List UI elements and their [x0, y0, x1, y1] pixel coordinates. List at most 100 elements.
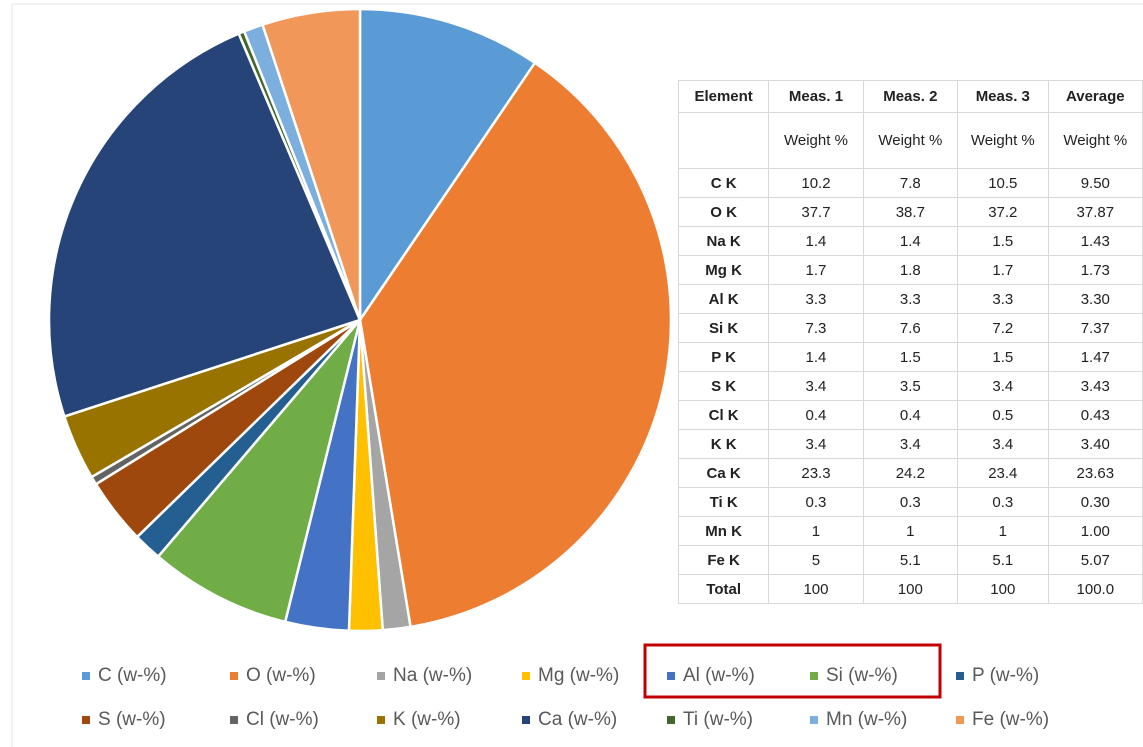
table-cell: 23.63 [1047, 458, 1143, 488]
table-cell: 5 [768, 545, 864, 575]
table-cell: 1 [957, 516, 1049, 546]
table-cell: 3.30 [1047, 284, 1143, 314]
table-cell: 100 [862, 574, 959, 604]
table-cell: 10.5 [957, 168, 1049, 198]
legend-label: Na (w-%) [393, 665, 472, 686]
table-cell: 7.2 [957, 313, 1049, 343]
table-cell: 1.5 [957, 342, 1049, 372]
table-cell: Total [678, 574, 770, 604]
legend-marker [377, 672, 385, 680]
legend-marker [810, 716, 818, 724]
table-cell: 5.1 [957, 545, 1049, 575]
legend-marker [82, 716, 90, 724]
table-row: C K 10.2 7.8 10.5 9.50 [678, 168, 1143, 198]
legend-marker [522, 672, 530, 680]
table-row: Cl K 0.4 0.4 0.5 0.43 [678, 400, 1143, 430]
table-cell: 0.3 [862, 487, 959, 517]
table-cell: 9.50 [1047, 168, 1143, 198]
table-cell: 1.73 [1047, 255, 1143, 285]
table-cell: Cl K [678, 400, 770, 430]
table-cell: 1.43 [1047, 226, 1143, 256]
table-cell: 0.3 [957, 487, 1049, 517]
table-cell: 1.7 [957, 255, 1049, 285]
table-row: Na K 1.4 1.4 1.5 1.43 [678, 226, 1143, 256]
table-row: Ti K 0.3 0.3 0.3 0.30 [678, 487, 1143, 517]
legend-marker [522, 716, 530, 724]
table-row: Ca K 23.3 24.2 23.4 23.63 [678, 458, 1143, 488]
legend-label: Si (w-%) [826, 665, 898, 686]
table-cell: 3.4 [957, 371, 1049, 401]
header-row: Element Meas. 1 Meas. 2 Meas. 3 Average [678, 80, 1143, 113]
table-cell: 1.47 [1047, 342, 1143, 372]
table-cell: Fe K [678, 545, 770, 575]
unit-cell: Weight % [862, 112, 959, 169]
table-cell: 3.4 [862, 429, 959, 459]
pie-slice [47, 31, 362, 419]
unit-cell: Weight % [1047, 112, 1143, 169]
table-row: O K 37.7 38.7 37.2 37.87 [678, 197, 1143, 227]
legend-marker [956, 716, 964, 724]
table-cell: 0.43 [1047, 400, 1143, 430]
legend-label: Mn (w-%) [826, 709, 907, 730]
table-row: Fe K 5 5.1 5.1 5.07 [678, 545, 1143, 575]
pie-slice [358, 7, 537, 325]
table-cell: 3.5 [862, 371, 959, 401]
table-cell: Mg K [678, 255, 770, 285]
header-cell: Meas. 2 [862, 80, 959, 113]
table-cell: 24.2 [862, 458, 959, 488]
legend-marker [956, 672, 964, 680]
table-cell: 38.7 [862, 197, 959, 227]
pie-slice [156, 319, 362, 624]
table-cell: 7.3 [768, 313, 864, 343]
table-cell: 37.2 [957, 197, 1049, 227]
table-cell: 3.3 [768, 284, 864, 314]
legend-label: P (w-%) [972, 665, 1039, 686]
table-cell: 100 [957, 574, 1049, 604]
legend-label: Ti (w-%) [683, 709, 753, 730]
table-cell: 1.4 [768, 342, 864, 372]
table-cell: 3.3 [862, 284, 959, 314]
table-cell: 3.4 [768, 429, 864, 459]
table-cell: 1.5 [957, 226, 1049, 256]
legend-label: C (w-%) [98, 665, 167, 686]
table-cell: Al K [678, 284, 770, 314]
legend-label: O (w-%) [246, 665, 316, 686]
legend-label: Fe (w-%) [972, 709, 1049, 730]
legend-marker [377, 716, 385, 724]
table-cell: Ti K [678, 487, 770, 517]
legend-marker [810, 672, 818, 680]
header-cell: Element [678, 80, 770, 113]
legend-label: Mg (w-%) [538, 665, 619, 686]
table-cell: 1.5 [862, 342, 959, 372]
unit-row: Weight % Weight % Weight % Weight % [678, 112, 1143, 169]
pie-slice [260, 7, 362, 321]
table-cell: C K [678, 168, 770, 198]
header-cell: Average [1047, 80, 1143, 113]
table-cell: Mn K [678, 516, 770, 546]
table-cell: 1.00 [1047, 516, 1143, 546]
table-row: P K 1.4 1.5 1.5 1.47 [678, 342, 1143, 372]
legend-label: Ca (w-%) [538, 709, 617, 730]
unit-cell: Weight % [768, 112, 864, 169]
table-cell: 1.4 [862, 226, 959, 256]
table-cell: 7.8 [862, 168, 959, 198]
table-cell: 3.4 [957, 429, 1049, 459]
table-cell: 100 [768, 574, 864, 604]
table-container: Element Meas. 1 Meas. 2 Meas. 3 Average Weigh… [678, 80, 1143, 610]
legend-marker [667, 716, 675, 724]
table-cell: Na K [678, 226, 770, 256]
table-cell: 1.8 [862, 255, 959, 285]
table-cell: 100.0 [1047, 574, 1143, 604]
header-cell: Meas. 3 [957, 80, 1049, 113]
table-cell: 3.40 [1047, 429, 1143, 459]
table-cell: P K [678, 342, 770, 372]
table-row: K K 3.4 3.4 3.4 3.40 [678, 429, 1143, 459]
table-row: Total 100 100 100 100.0 [678, 574, 1143, 604]
highlight-box [643, 643, 942, 699]
table-cell: 23.4 [957, 458, 1049, 488]
table-cell: 37.87 [1047, 197, 1143, 227]
table-cell: 5.07 [1047, 545, 1143, 575]
legend-marker [667, 672, 675, 680]
